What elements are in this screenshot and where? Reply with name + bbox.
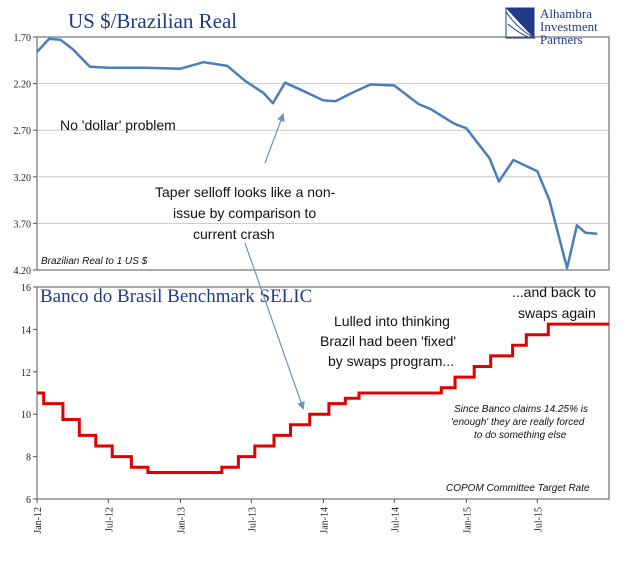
taper-arrow-up [264,113,285,164]
x-tick-label: Jul-13 [247,507,258,532]
top-gridlines [37,83,609,224]
top-chart-title: US $/Brazilian Real [68,9,237,33]
annotation-banco-line1: Since Banco claims 14.25% is [454,404,588,415]
x-tick-label: Jan-14 [319,507,330,534]
annotation-copom: COPOM Committee Target Rate [446,483,590,494]
top-y-tick-label: 2.20 [14,80,32,91]
taper-arrow-down [244,242,305,410]
x-tick-label: Jul-12 [104,507,115,532]
top-panel: 1.70 2.20 2.70 3.20 3.70 4.20 US $/Brazilian … [14,9,610,277]
annotation-lulled-line3: by swaps program... [328,353,454,369]
selic-rate-step-line [37,322,609,474]
top-y-tick-label: 2.70 [14,126,32,137]
bottom-y-tick-label: 8 [26,453,31,464]
annotation-banco-line2: 'enough' they are really forced [451,417,585,428]
top-y-tick-label: 4.20 [14,266,32,277]
logo-mark-icon [505,7,536,39]
bottom-y-tick-label: 12 [21,368,31,379]
top-plot-area [36,36,610,271]
x-tick-label: Jan-13 [176,507,187,534]
x-tick-label: Jan-12 [33,507,44,534]
x-tick-label: Jul-15 [533,507,544,532]
x-tick-label: Jul-14 [390,507,401,532]
x-axis-ticks: Jan-12 Jul-12 Jan-13 Jul-13 Jan-14 Jul-14 Jan-… [33,499,544,534]
bottom-chart-title: Banco do Brasil Benchmark SELIC [40,286,312,307]
brl-exchange-rate-line [36,37,598,270]
annotation-lulled-line2: Brazil had been 'fixed' [320,333,456,349]
annotation-back-line2: swaps again [518,305,596,321]
annotation-taper-line1: Taper selloff looks like a non- [155,184,336,200]
annotation-back-line1: ...and back to [512,284,596,300]
bottom-y-tick-label: 16 [21,283,31,294]
annotation-no-dollar: No 'dollar' problem [60,117,176,133]
x-tick-label: Jan-15 [462,507,473,534]
logo-text-line1: Alhambra [540,6,592,21]
annotation-taper-line3: current crash [193,226,275,242]
annotation-banco-line3: to do something else [474,430,567,441]
bottom-y-tick-label: 10 [21,410,31,421]
bottom-y-tick-label: 14 [21,325,31,336]
annotation-lulled-line1: Lulled into thinking [334,313,450,329]
bottom-y-tick-label: 6 [26,495,31,506]
top-y-axis-label: Brazilian Real to 1 US $ [41,256,148,267]
top-y-tick-label: 1.70 [14,33,32,44]
bottom-y-ticks: 6 8 10 12 14 16 [21,283,37,506]
annotation-taper-line2: issue by comparison to [173,205,316,221]
top-y-tick-label: 3.20 [14,173,32,184]
logo-text-line3: Partners [540,32,583,47]
logo-text-line2: Investment [540,19,598,34]
top-y-ticks: 1.70 2.20 2.70 3.20 3.70 4.20 [14,33,37,277]
alhambra-logo: Alhambra Investment Partners [505,6,598,47]
top-y-tick-label: 3.70 [14,219,32,230]
